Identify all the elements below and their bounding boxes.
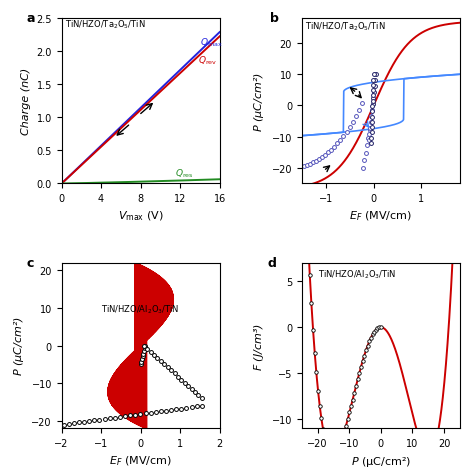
Text: $Q_{\rm res}$: $Q_{\rm res}$ <box>175 167 194 179</box>
Y-axis label: Charge (nC): Charge (nC) <box>21 68 31 135</box>
Text: TiN/HZO/Ta$_2$O$_5$/TiN: TiN/HZO/Ta$_2$O$_5$/TiN <box>305 20 385 33</box>
Text: $Q_{\rm max}$: $Q_{\rm max}$ <box>200 37 222 49</box>
Text: c: c <box>27 257 34 270</box>
Text: $Q_{\rm rev}$: $Q_{\rm rev}$ <box>198 54 217 67</box>
Text: TiN/HZO/Al$_2$O$_3$/TiN: TiN/HZO/Al$_2$O$_3$/TiN <box>318 268 396 281</box>
Text: d: d <box>267 257 276 270</box>
X-axis label: $E_F$ (MV/cm): $E_F$ (MV/cm) <box>349 209 412 223</box>
Text: TiN/HZO/Ta$_2$O$_5$/TiN: TiN/HZO/Ta$_2$O$_5$/TiN <box>65 18 146 30</box>
X-axis label: $P$ (μC/cm²): $P$ (μC/cm²) <box>351 454 411 467</box>
Text: a: a <box>27 12 36 25</box>
X-axis label: $E_F$ (MV/cm): $E_F$ (MV/cm) <box>109 454 172 467</box>
Text: TiN/HZO/Al$_2$O$_3$/TiN: TiN/HZO/Al$_2$O$_3$/TiN <box>101 303 180 316</box>
Text: b: b <box>270 12 279 25</box>
Y-axis label: $F$ (J/cm³): $F$ (J/cm³) <box>252 322 266 370</box>
X-axis label: $V_{\mathrm{max}}$ (V): $V_{\mathrm{max}}$ (V) <box>118 209 164 223</box>
Y-axis label: $P$ (μC/cm²): $P$ (μC/cm²) <box>12 316 26 376</box>
Y-axis label: $P$ (μC/cm²): $P$ (μC/cm²) <box>252 72 266 131</box>
